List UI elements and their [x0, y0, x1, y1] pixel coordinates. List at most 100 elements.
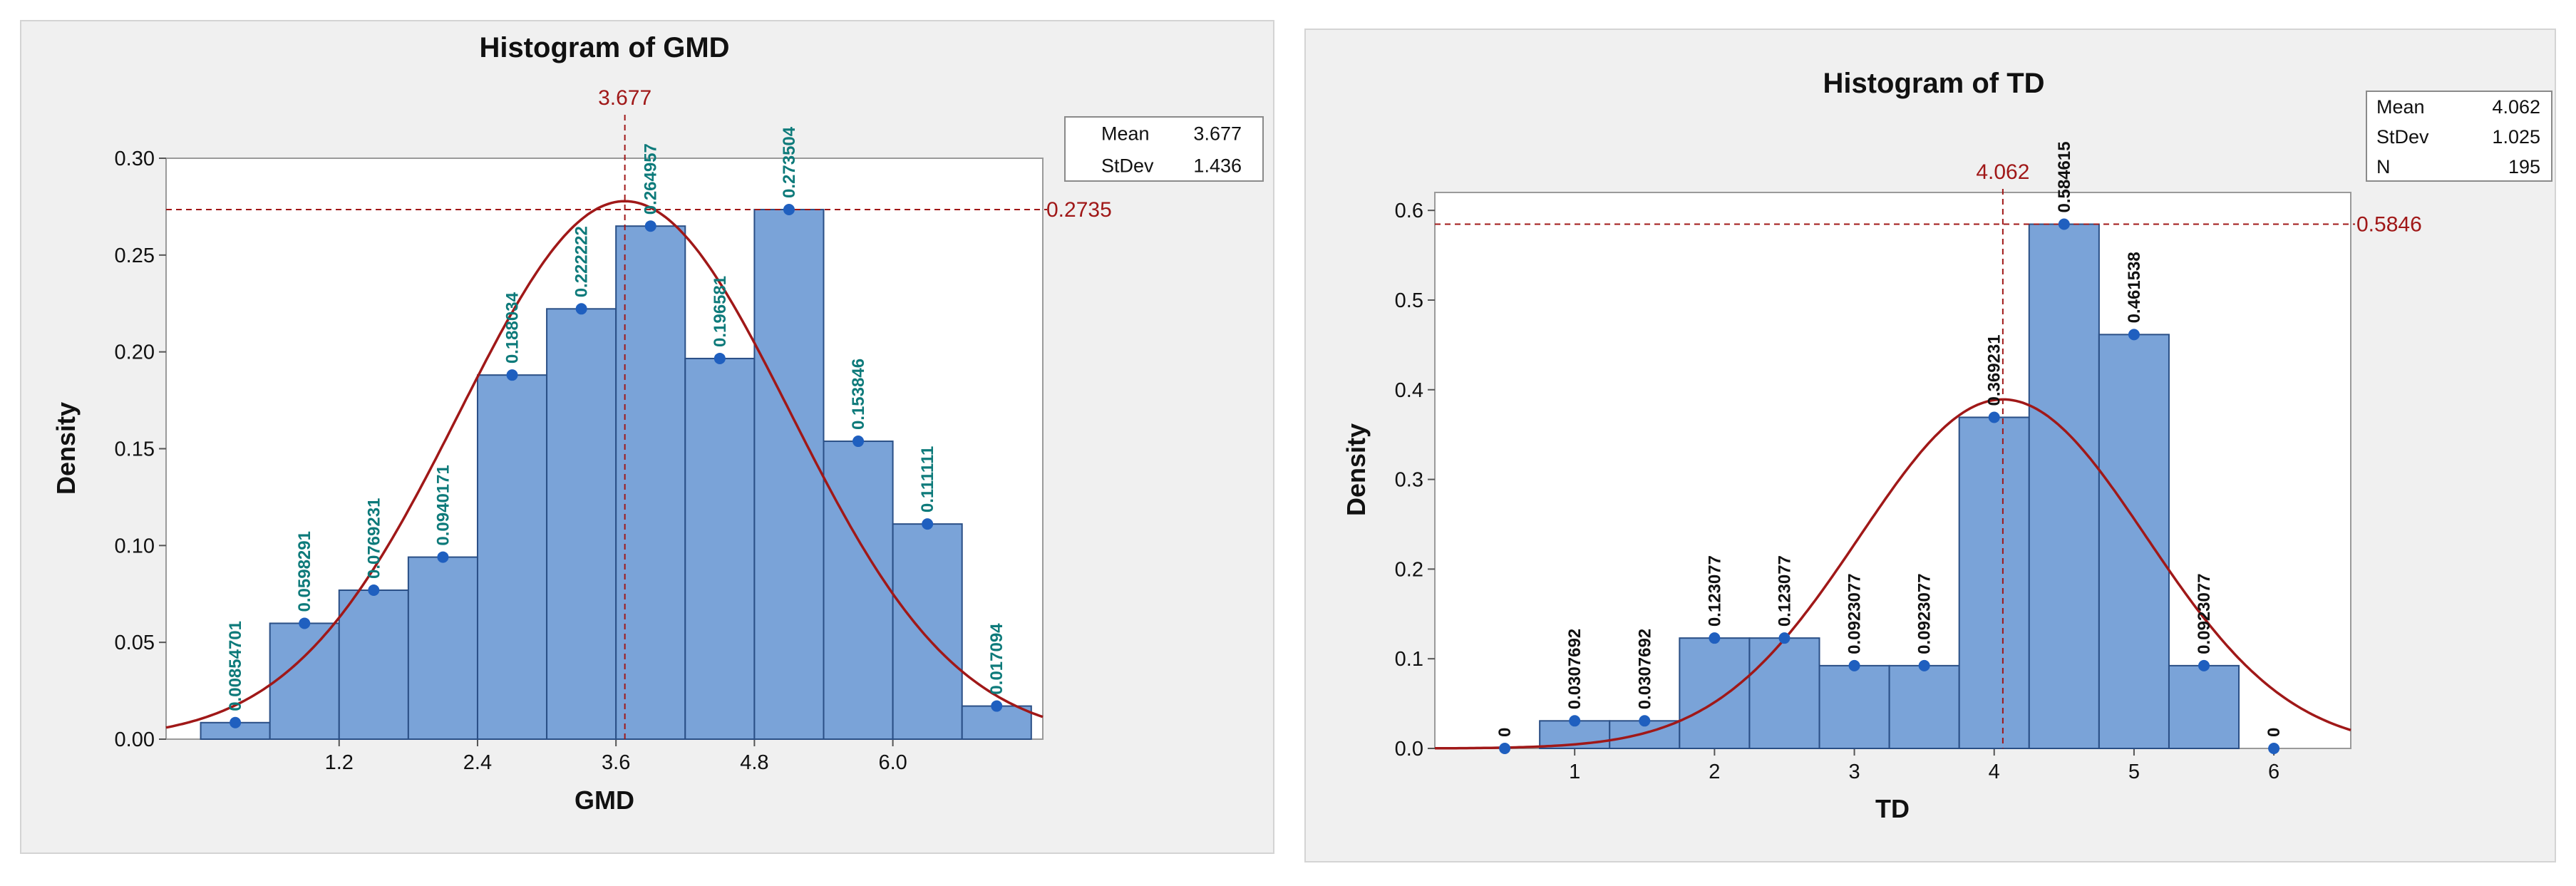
gmd-legend-value: 3.677 [1193, 123, 1242, 145]
td-data-point [1988, 411, 2000, 423]
td-data-label: 0.123077 [1775, 555, 1794, 627]
td-data-point [2268, 743, 2280, 754]
td-legend-label: N [2376, 156, 2391, 177]
gmd-data-point [437, 551, 449, 563]
gmd-bar [407, 556, 478, 740]
gmd-data-point [991, 700, 1003, 712]
gmd-bar [546, 308, 617, 741]
td-data-label: 0.0923077 [1915, 573, 1934, 654]
td-data-point [2058, 218, 2070, 230]
gmd-bar [753, 208, 825, 741]
gmd-data-label: 0.222222 [572, 226, 592, 297]
td-data-point [2198, 659, 2210, 671]
td-bar [2168, 664, 2240, 750]
gmd-fit-curve [165, 200, 1044, 729]
gmd-data-point [713, 352, 726, 364]
gmd-y-tick-label: 0.10 [115, 535, 155, 557]
gmd-x-tick-label: 2.4 [463, 751, 492, 774]
td-data-label: 0.584615 [2055, 141, 2074, 212]
gmd-data-label: 0.0940171 [433, 465, 453, 545]
gmd-data-label: 0.273504 [780, 126, 799, 198]
gmd-y-tick-label: 0.05 [115, 632, 155, 654]
gmd-x-axis-label: GMD [575, 785, 634, 815]
gmd-bar [615, 225, 686, 741]
gmd-data-label: 0.00854701 [226, 621, 245, 711]
td-data-point [1848, 659, 1860, 671]
td-legend-value: 195 [2508, 156, 2540, 177]
gmd-y-tick-label: 0.25 [115, 244, 155, 267]
td-y-tick-label: 0.4 [1395, 379, 1423, 402]
td-chart: Histogram of TD 0.0 0.1 0.2 0.3 0.4 0.5 0.6 1 2 3 4… [1341, 68, 2552, 823]
gmd-x-tick-label: 1.2 [325, 751, 354, 774]
gmd-data-label: 0.0769231 [364, 498, 383, 579]
td-data-label: 0.461538 [2125, 252, 2144, 323]
td-y-tick-label: 0.1 [1395, 648, 1423, 671]
td-data-label: 0.0307692 [1565, 629, 1585, 709]
gmd-bar [684, 357, 756, 740]
gmd-y-tick-label: 0.15 [115, 438, 155, 461]
td-x-axis-label: TD [1875, 794, 1910, 823]
gmd-x-tick-label: 6.0 [878, 751, 907, 774]
gmd-legend-label: StDev [1101, 155, 1154, 177]
gmd-y-tick-label: 0.30 [115, 148, 155, 170]
gmd-data-point [644, 220, 656, 232]
gmd-mean-ref-label: 3.677 [598, 86, 651, 110]
td-data-label: 0.0923077 [2195, 573, 2214, 654]
gmd-bar [823, 441, 894, 740]
td-chart-title: Histogram of TD [1823, 68, 2044, 99]
td-bar [1679, 637, 1751, 749]
td-x-tick-label: 1 [1569, 761, 1580, 783]
td-bar [1748, 637, 1820, 749]
td-bar [2028, 223, 2100, 749]
td-fit-curve [1435, 398, 2351, 750]
gmd-legend-label: Mean [1101, 123, 1150, 145]
td-data-label: 0.0307692 [1635, 629, 1654, 709]
td-x-tick-label: 2 [1709, 761, 1720, 783]
td-y-axis-label: Density [1341, 423, 1371, 516]
td-data-point [2128, 329, 2140, 341]
td-data-point [1499, 743, 1511, 754]
gmd-data-point [299, 617, 311, 629]
gmd-data-point [783, 203, 795, 215]
td-legend-value: 4.062 [2492, 96, 2540, 118]
td-data-point [1639, 715, 1651, 727]
td-data-point [1709, 632, 1721, 644]
gmd-data-point [922, 518, 934, 530]
gmd-data-label: 0.111111 [918, 446, 937, 512]
gmd-bar [476, 374, 548, 741]
gmd-y-axis-label: Density [51, 402, 81, 495]
td-bar [1818, 664, 1890, 750]
td-bar [1958, 416, 2030, 749]
gmd-data-label: 0.017094 [987, 623, 1006, 695]
gmd-y-tick-label: 0.00 [115, 728, 155, 751]
td-y-tick-label: 0.6 [1395, 200, 1423, 222]
gmd-data-point [506, 369, 518, 381]
td-x-tick-label: 5 [2128, 761, 2140, 783]
gmd-data-point [368, 584, 380, 597]
td-legend-value: 1.025 [2492, 126, 2540, 148]
td-data-label: 0 [1495, 728, 1515, 737]
td-data-label: 0 [2265, 728, 2284, 737]
td-x-tick-label: 3 [1848, 761, 1860, 783]
td-plot-area [1434, 192, 2351, 749]
td-x-tick-label: 4 [1989, 761, 2000, 783]
td-data-label: 0.369231 [1985, 334, 2004, 406]
gmd-data-label: 0.196581 [711, 276, 730, 347]
td-data-point [1569, 715, 1581, 727]
gmd-max-density-ref-label: 0.2735 [1046, 198, 1112, 222]
td-data-point [1918, 659, 1930, 671]
gmd-bar [892, 523, 963, 740]
gmd-bar [269, 622, 340, 741]
gmd-x-tick-label: 4.8 [740, 751, 768, 774]
td-y-tick-label: 0.3 [1395, 469, 1423, 492]
td-data-label: 0.123077 [1705, 555, 1724, 627]
td-legend-box [2366, 91, 2552, 182]
td-legend-label: StDev [2376, 126, 2429, 148]
gmd-legend-box [1064, 116, 1264, 182]
gmd-legend-value: 1.436 [1193, 155, 1242, 177]
gmd-data-label: 0.0598291 [295, 531, 314, 612]
td-y-tick-label: 0.5 [1395, 289, 1423, 312]
gmd-data-point [230, 716, 242, 728]
gmd-data-label: 0.188034 [503, 292, 522, 364]
td-data-point [1778, 632, 1791, 644]
